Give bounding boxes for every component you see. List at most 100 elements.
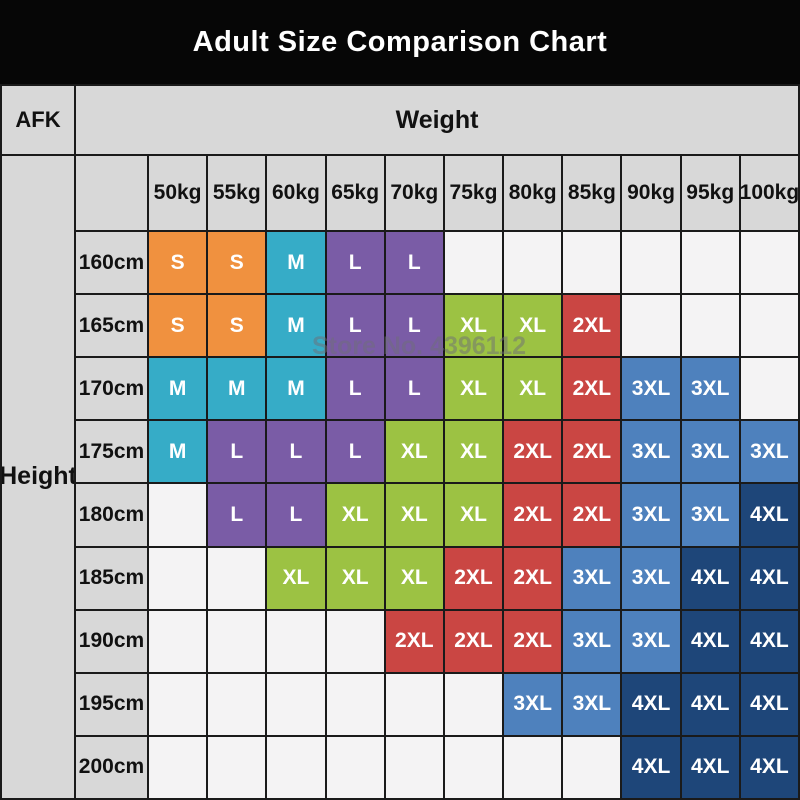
size-cell: 4XL — [681, 610, 739, 672]
empty-cell — [504, 232, 562, 294]
empty-cell — [622, 295, 680, 357]
empty-cell — [740, 358, 798, 420]
empty-cell — [267, 736, 325, 798]
size-cell: 3XL — [622, 484, 680, 546]
empty-cell — [740, 295, 798, 357]
empty-cell — [149, 673, 207, 735]
height-header-cell: 185cm — [76, 547, 147, 609]
size-cell: XL — [326, 484, 384, 546]
size-cell: 4XL — [740, 547, 798, 609]
size-cell: L — [267, 484, 325, 546]
size-cell: 4XL — [740, 736, 798, 798]
size-cell: 2XL — [504, 421, 562, 483]
weight-header-cell: 65kg — [326, 156, 384, 230]
size-cell: 3XL — [563, 610, 621, 672]
empty-cell — [326, 673, 384, 735]
size-cell: 2XL — [504, 547, 562, 609]
empty-cell — [208, 736, 266, 798]
height-header-cell: 200cm — [76, 736, 147, 798]
size-cell: L — [208, 484, 266, 546]
height-header-cell: 180cm — [76, 484, 147, 546]
empty-cell — [208, 610, 266, 672]
size-cell: M — [149, 421, 207, 483]
size-cell: S — [208, 295, 266, 357]
empty-cell — [681, 232, 739, 294]
height-header-cell: 175cm — [76, 421, 147, 483]
size-cell: 4XL — [740, 673, 798, 735]
height-header-cell: 160cm — [76, 232, 147, 294]
chart-title: Adult Size Comparison Chart — [192, 25, 608, 58]
size-cell: 3XL — [563, 673, 621, 735]
size-cell: 2XL — [444, 547, 503, 609]
empty-cell — [681, 295, 739, 357]
size-cell: S — [149, 232, 207, 294]
weight-header-cell: 70kg — [385, 156, 443, 230]
size-cell: 3XL — [681, 484, 739, 546]
empty-cell — [563, 232, 621, 294]
empty-cell — [149, 547, 207, 609]
empty-cell — [444, 736, 503, 798]
empty-cell — [267, 610, 325, 672]
size-cell: M — [267, 358, 325, 420]
corner-brand-label: AFK — [2, 86, 74, 154]
size-cell: L — [326, 421, 384, 483]
size-cell: 3XL — [563, 547, 621, 609]
empty-cell — [267, 673, 325, 735]
weight-axis-header: Weight — [76, 86, 798, 154]
empty-cell — [385, 736, 443, 798]
height-header-cell: 170cm — [76, 358, 147, 420]
size-cell: S — [149, 295, 207, 357]
empty-cell — [208, 547, 266, 609]
weight-header-cell: 55kg — [208, 156, 266, 230]
height-header-cell: 165cm — [76, 295, 147, 357]
size-cell: 3XL — [740, 421, 798, 483]
weight-header-cell: 85kg — [563, 156, 621, 230]
size-cell: L — [208, 421, 266, 483]
size-cell: XL — [444, 295, 503, 357]
empty-cell — [444, 673, 503, 735]
blank-header-cell — [76, 156, 147, 230]
size-cell: XL — [504, 295, 562, 357]
size-cell: 2XL — [504, 484, 562, 546]
size-cell: 3XL — [622, 421, 680, 483]
empty-cell — [622, 232, 680, 294]
size-cell: 4XL — [740, 484, 798, 546]
size-cell: XL — [444, 421, 503, 483]
title-bar: Adult Size Comparison Chart — [0, 0, 800, 84]
size-cell: 2XL — [563, 358, 621, 420]
size-cell: 2XL — [385, 610, 443, 672]
size-cell: XL — [504, 358, 562, 420]
size-cell: 2XL — [563, 421, 621, 483]
empty-cell — [740, 232, 798, 294]
empty-cell — [208, 673, 266, 735]
empty-cell — [504, 736, 562, 798]
size-cell: 2XL — [504, 610, 562, 672]
size-cell: M — [267, 232, 325, 294]
height-axis-header: Height — [2, 156, 74, 798]
size-cell: XL — [385, 547, 443, 609]
weight-header-cell: 80kg — [504, 156, 562, 230]
empty-cell — [444, 232, 503, 294]
empty-cell — [149, 484, 207, 546]
weight-header-cell: 95kg — [681, 156, 739, 230]
size-cell: XL — [444, 484, 503, 546]
size-cell: 4XL — [681, 736, 739, 798]
size-cell: 3XL — [681, 421, 739, 483]
size-cell: M — [208, 358, 266, 420]
size-cell: XL — [385, 421, 443, 483]
size-cell: 2XL — [563, 484, 621, 546]
weight-header-cell: 60kg — [267, 156, 325, 230]
size-cell: L — [385, 358, 443, 420]
empty-cell — [149, 736, 207, 798]
size-cell: 3XL — [622, 358, 680, 420]
size-cell: XL — [444, 358, 503, 420]
size-cell: XL — [267, 547, 325, 609]
weight-header-cell: 90kg — [622, 156, 680, 230]
size-cell: L — [326, 358, 384, 420]
size-cell: S — [208, 232, 266, 294]
size-cell: 2XL — [444, 610, 503, 672]
size-cell: 4XL — [622, 673, 680, 735]
weight-header-cell: 100kg — [740, 156, 798, 230]
size-cell: 4XL — [681, 547, 739, 609]
size-cell: 2XL — [563, 295, 621, 357]
